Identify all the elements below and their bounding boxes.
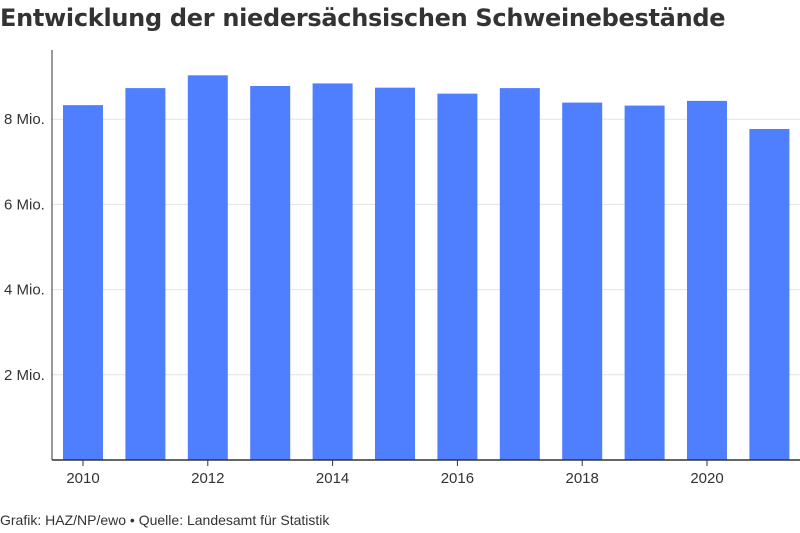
bar-2019 [624,105,665,461]
footer-source: Quelle: Landesamt für Statistik [138,512,330,528]
footer-credit: Grafik: HAZ/NP/ewo [0,512,127,528]
bar-2013 [250,85,291,461]
x-tick-label: 2020 [690,470,723,487]
chart-footer: Grafik: HAZ/NP/ewo • Quelle: Landesamt f… [0,512,329,528]
bar-2011 [125,88,166,461]
bar-2018 [562,102,603,460]
x-tick-label: 2012 [191,470,224,487]
y-tick-label: 2 Mio. [4,367,45,384]
y-tick-label: 8 Mio. [4,111,45,128]
x-tick-label: 2014 [316,470,349,487]
y-tick-label: 4 Mio. [4,282,45,299]
x-tick-label: 2010 [66,470,99,487]
bar-2021 [749,128,790,461]
x-tick-label: 2018 [566,470,599,487]
x-tick-label: 2016 [441,470,474,487]
chart-title: Entwicklung der niedersächsischen Schwei… [0,4,726,32]
bar-2012 [187,75,228,461]
bar-2014 [312,83,353,460]
bar-2015 [375,87,415,461]
bar-2017 [499,88,540,461]
bar-2010 [63,105,103,460]
footer-separator: • [129,512,135,528]
y-tick-label: 6 Mio. [4,196,45,213]
bar-2016 [437,93,478,460]
bar-2020 [687,100,727,460]
